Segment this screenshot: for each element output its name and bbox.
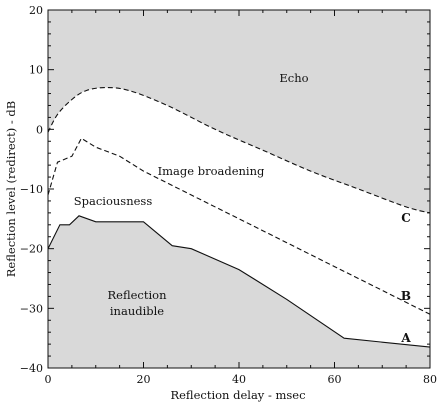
echo-region-fill — [48, 10, 430, 213]
region-label-spaciousness: Spaciousness — [74, 194, 153, 208]
axis-ticks: 0 20 40 60 80 20 10 0 −10 −20 −30 −40 — [20, 4, 437, 386]
curve-a — [47, 215, 431, 348]
x-tick-label: 40 — [232, 373, 246, 386]
x-tick-label: 60 — [328, 373, 342, 386]
region-label-inaudible-line2: inaudible — [110, 304, 164, 318]
inaudible-region-fill — [48, 215, 430, 368]
curve-label-c: C — [401, 211, 411, 225]
x-tick-label: 80 — [423, 373, 437, 386]
curve-label-b: B — [401, 289, 411, 303]
y-tick-label: −20 — [20, 243, 43, 256]
x-tick-label: 20 — [137, 373, 151, 386]
y-tick-label: 20 — [29, 4, 43, 17]
y-axis-title: Reflection level (redirect) - dB — [4, 101, 18, 277]
region-label-image-broadening: Image broadening — [158, 164, 265, 178]
y-tick-label: −10 — [20, 183, 43, 196]
plot-area — [47, 9, 431, 369]
x-axis-title: Reflection delay - msec — [170, 388, 305, 402]
y-tick-label: −40 — [20, 362, 43, 375]
y-tick-label: 10 — [29, 64, 43, 77]
y-tick-label: 0 — [36, 123, 43, 136]
region-label-inaudible-line1: Reflection — [107, 288, 167, 302]
y-tick-label: −30 — [20, 302, 43, 315]
curve-b — [47, 137, 431, 315]
curve-label-a: A — [400, 331, 411, 345]
x-tick-label: 0 — [45, 373, 52, 386]
curve-c — [47, 87, 431, 214]
region-label-echo: Echo — [279, 71, 308, 85]
